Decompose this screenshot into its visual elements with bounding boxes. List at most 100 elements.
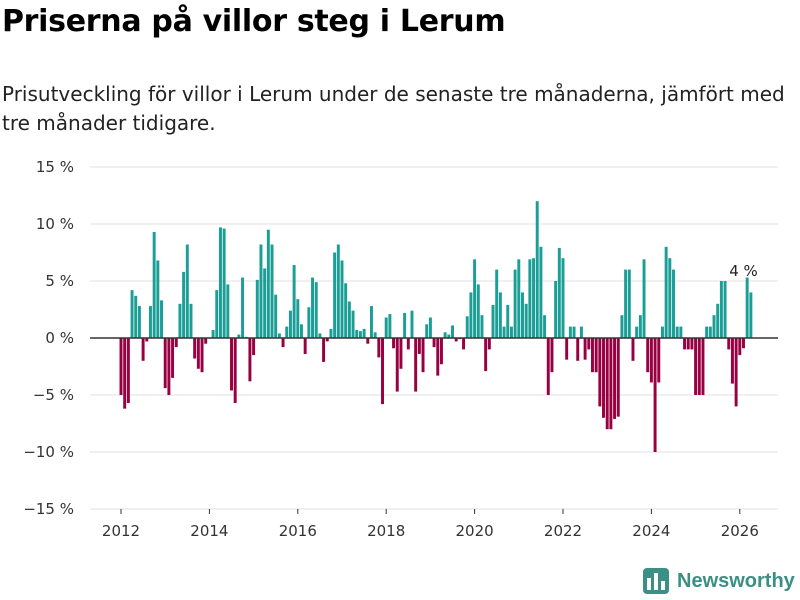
bar (123, 338, 127, 409)
bar (543, 315, 547, 338)
bar (653, 338, 657, 452)
bar (480, 315, 484, 338)
bar (355, 330, 359, 338)
bar (649, 338, 653, 383)
bar (425, 324, 429, 338)
bar (399, 338, 403, 369)
bar (148, 306, 152, 338)
bar (683, 338, 687, 350)
bar (241, 277, 245, 338)
x-tick-label: 2022 (544, 522, 582, 540)
bar (325, 338, 329, 342)
bar (697, 338, 701, 395)
bar (174, 338, 178, 348)
bar (281, 338, 285, 348)
bar (145, 338, 149, 342)
bar (185, 244, 189, 338)
bar (745, 277, 749, 338)
bar (274, 294, 278, 338)
bar (259, 244, 263, 338)
bar (318, 333, 322, 338)
bar-chart-logo-icon (643, 568, 669, 594)
bar (708, 326, 712, 338)
newsworthy-logo[interactable]: Newsworthy (642, 567, 795, 595)
bar (347, 301, 351, 338)
bar (193, 338, 197, 359)
bar (646, 338, 650, 373)
bar (395, 338, 399, 392)
grid-layer (90, 166, 778, 510)
bar (539, 246, 543, 338)
bar (215, 290, 219, 338)
x-tick-label: 2018 (367, 522, 405, 540)
bar (454, 338, 458, 342)
bar (664, 246, 668, 338)
bar (594, 338, 598, 373)
bar (469, 292, 473, 338)
bar (285, 326, 289, 338)
bar (631, 338, 635, 361)
bar (296, 299, 300, 338)
bar (403, 312, 407, 338)
bar (535, 201, 539, 338)
bar (484, 338, 488, 372)
x-tick-label: 2012 (102, 522, 140, 540)
bar (417, 338, 421, 354)
bar (333, 252, 337, 338)
bar (141, 338, 145, 361)
bar (719, 281, 723, 338)
x-tick-label: 2014 (190, 522, 228, 540)
bar (344, 283, 348, 338)
bar (572, 326, 576, 338)
bar (252, 338, 256, 356)
bar (613, 338, 617, 419)
bar (495, 269, 499, 338)
bar (616, 338, 620, 417)
bar (451, 325, 454, 338)
bar (288, 310, 292, 338)
bar (369, 306, 373, 338)
bar (602, 338, 605, 418)
bar (384, 317, 388, 338)
bar (462, 338, 466, 350)
bar (163, 338, 167, 389)
y-tick-label: −15 % (23, 500, 74, 518)
bar (524, 303, 528, 338)
bar (233, 338, 237, 403)
bar (152, 231, 156, 338)
y-tick-label: 5 % (45, 272, 74, 290)
bar (605, 338, 609, 430)
bar (410, 310, 414, 338)
bar (204, 338, 208, 344)
bar (447, 334, 451, 338)
bar (465, 316, 469, 338)
bar (392, 338, 396, 349)
bar (590, 338, 594, 373)
bar (679, 326, 683, 338)
bar (557, 247, 561, 338)
x-tick-label: 2024 (632, 522, 670, 540)
bar (502, 326, 506, 338)
bar (211, 330, 215, 338)
bar (366, 338, 370, 344)
bar (196, 338, 200, 369)
bar (373, 332, 377, 338)
bar (351, 310, 355, 338)
bar (561, 258, 565, 338)
bar (473, 259, 477, 338)
axis-layer: 15 % 10 % 5 % 0 % −5 % −10 % −15 % 2012 2014 2016… (23, 158, 778, 540)
bar (311, 277, 315, 338)
x-tick-label: 2016 (279, 522, 317, 540)
bar (716, 303, 720, 338)
bar (266, 229, 270, 338)
bar (532, 258, 536, 338)
bar (322, 338, 326, 362)
bar (675, 326, 679, 338)
bar (686, 338, 690, 350)
bar (436, 338, 440, 376)
bar (156, 260, 160, 338)
bar (517, 259, 521, 338)
bar (609, 338, 613, 430)
bar (432, 338, 436, 348)
